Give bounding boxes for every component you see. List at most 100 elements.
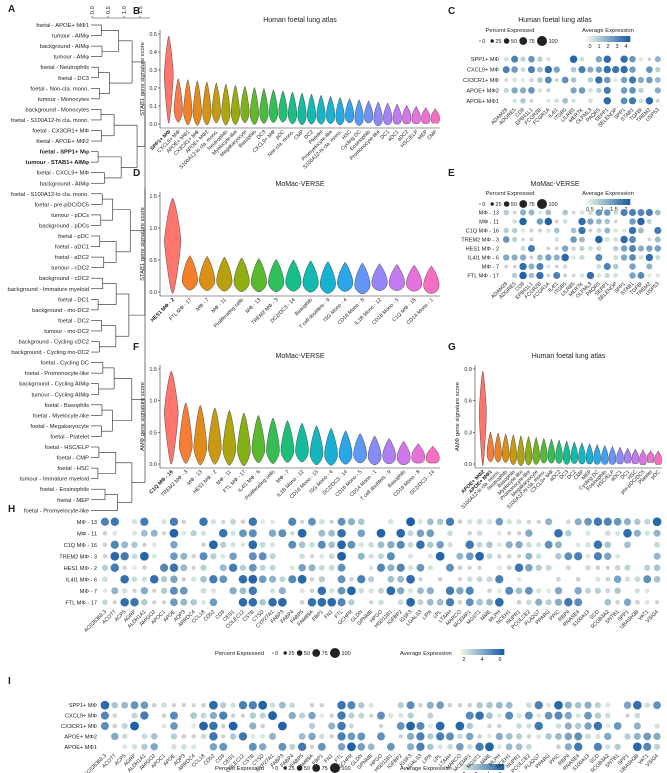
dot [387, 564, 395, 572]
dot [467, 531, 472, 536]
dot [120, 574, 129, 584]
violin [608, 445, 617, 465]
violin [654, 449, 662, 465]
dot [368, 565, 374, 571]
dot [229, 733, 237, 740]
dot [545, 564, 552, 571]
dot [554, 711, 563, 720]
dot [647, 273, 652, 278]
dendrogram-leaf-label: foetal - Basophils [45, 403, 90, 409]
panel-h-dotplot: Percent Expressed Average Expression 0 25 50… [59, 517, 662, 663]
y-axis-label: AMΦ gene signature score [140, 382, 146, 451]
dot [161, 519, 167, 525]
dot [585, 553, 591, 559]
legend-size-label: 25 [288, 651, 294, 657]
legend-color-bar-step [619, 36, 622, 42]
dot [554, 246, 559, 251]
dot [516, 723, 522, 729]
dot [634, 588, 641, 594]
dot [503, 254, 510, 261]
y-tick-label: 0.5 [149, 258, 157, 264]
violin [316, 94, 326, 125]
violin [249, 86, 259, 125]
x-tick-label: DC2 [303, 129, 315, 141]
dot [486, 576, 493, 583]
dot [132, 565, 137, 571]
dendrogram-leaf-label: background - Immature myeloid [7, 287, 89, 293]
dot [102, 530, 108, 536]
dendrogram-leaf-label: foetal - S100A12-hi cla. mono. [11, 118, 89, 124]
dot [654, 77, 661, 83]
panel-letter-f: F [133, 342, 139, 353]
dot [181, 576, 187, 582]
dot [268, 529, 277, 537]
dot [593, 742, 603, 751]
legend-color-bar-step [592, 36, 596, 42]
dot [150, 743, 158, 751]
dot [131, 519, 138, 525]
dot [495, 517, 504, 526]
dot [623, 598, 632, 606]
dot [604, 227, 611, 234]
dot [219, 575, 228, 584]
dot [595, 235, 603, 244]
dot [604, 712, 611, 719]
dot [269, 588, 276, 594]
dot [615, 553, 621, 559]
violin [309, 425, 324, 466]
dot [199, 552, 208, 561]
dot [219, 742, 228, 751]
legend-color-bar-step [484, 649, 487, 655]
dot [455, 721, 465, 731]
dot [578, 217, 586, 226]
dot [528, 263, 535, 270]
dendrogram-leaf-label: foetal - DC2 [58, 318, 89, 324]
dot [288, 575, 297, 584]
legend-color-bar-step [486, 764, 489, 770]
violin [216, 256, 233, 292]
dot [654, 209, 661, 216]
dot [387, 541, 395, 549]
dot [240, 519, 246, 525]
dot [436, 540, 444, 549]
dot [180, 552, 188, 560]
dendrogram-leaf-label: foetal - Non-cla. mono. [30, 86, 89, 92]
dot [209, 575, 218, 584]
dot [309, 744, 315, 749]
dot [502, 236, 510, 243]
legend-size-label: 50 [511, 202, 517, 208]
dot [298, 732, 306, 740]
dot [646, 218, 652, 225]
dot [546, 588, 552, 594]
dot [603, 86, 611, 94]
dot [397, 587, 405, 595]
dot [210, 588, 217, 594]
dot [644, 599, 650, 605]
dot [181, 702, 187, 708]
dot [637, 245, 645, 252]
dot [416, 721, 425, 731]
dot [620, 245, 628, 252]
dot [142, 542, 147, 547]
legend-size-label: 0 [482, 202, 485, 208]
legend-color-label: 0 [588, 44, 591, 50]
dot [465, 732, 474, 741]
dot [457, 702, 463, 708]
legend-color-bar-step [588, 36, 591, 42]
legend-size-label: 25 [288, 766, 294, 772]
dot [269, 553, 276, 560]
x-tick-label: DC1 [379, 129, 391, 141]
dot [349, 576, 354, 582]
dendrogram-leaf-label: foetal - MEP [57, 498, 89, 504]
dot [426, 598, 434, 606]
dot [466, 743, 473, 750]
dot [516, 599, 522, 605]
dot [646, 263, 653, 270]
violin [163, 35, 174, 124]
dot [279, 576, 286, 583]
dot [476, 530, 483, 537]
dot [447, 530, 453, 537]
dot [406, 721, 415, 731]
legend-color-bar-step [586, 199, 589, 205]
dot [613, 245, 619, 252]
